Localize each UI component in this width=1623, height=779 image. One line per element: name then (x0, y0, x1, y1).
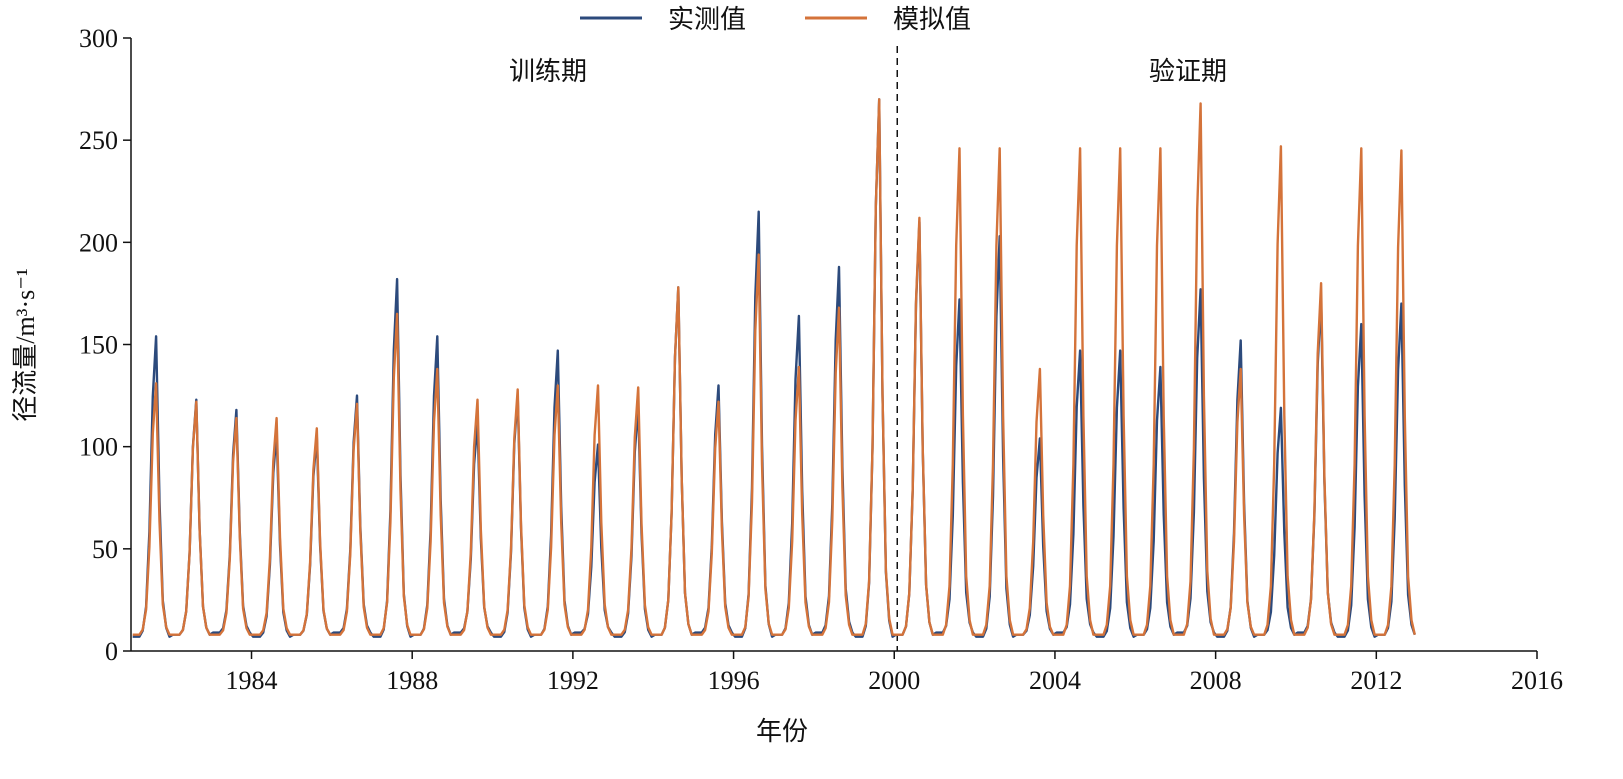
series-lines (132, 98, 1416, 638)
x-tick-label: 1992 (547, 666, 599, 695)
x-axis-label: 年份 (756, 717, 808, 746)
legend-label-simulated: 模拟值 (893, 5, 971, 34)
y-tick-label: 100 (79, 433, 118, 462)
x-tick-label: 2004 (1029, 666, 1081, 695)
x-tick-label: 2000 (868, 666, 920, 695)
legend: 实测值 模拟值 (580, 5, 971, 34)
x-tick-label: 2016 (1511, 666, 1563, 695)
series-line-observed (132, 98, 1416, 638)
x-tick-label: 2008 (1190, 666, 1242, 695)
y-tick-label: 300 (79, 24, 118, 53)
x-tick-label: 1984 (226, 666, 278, 695)
annotation-validation: 验证期 (1149, 57, 1227, 86)
x-tick-label: 1996 (708, 666, 760, 695)
legend-label-observed: 实测值 (668, 5, 746, 34)
x-tick-label: 1988 (386, 666, 438, 695)
x-tick-label: 2012 (1350, 666, 1402, 695)
y-tick-label: 50 (92, 535, 118, 564)
y-axis-label: 径流量/m³·s⁻¹ (11, 268, 40, 422)
annotation-training: 训练期 (509, 57, 587, 86)
y-tick-label: 150 (79, 331, 118, 360)
y-tick-label: 0 (105, 637, 118, 666)
series-line-simulated (132, 98, 1416, 636)
y-tick-label: 250 (79, 126, 118, 155)
axes: 0 50 100 150 200 250 300 1984 1988 1992 1996 2000 20… (79, 24, 1563, 695)
y-tick-label: 200 (79, 228, 118, 257)
